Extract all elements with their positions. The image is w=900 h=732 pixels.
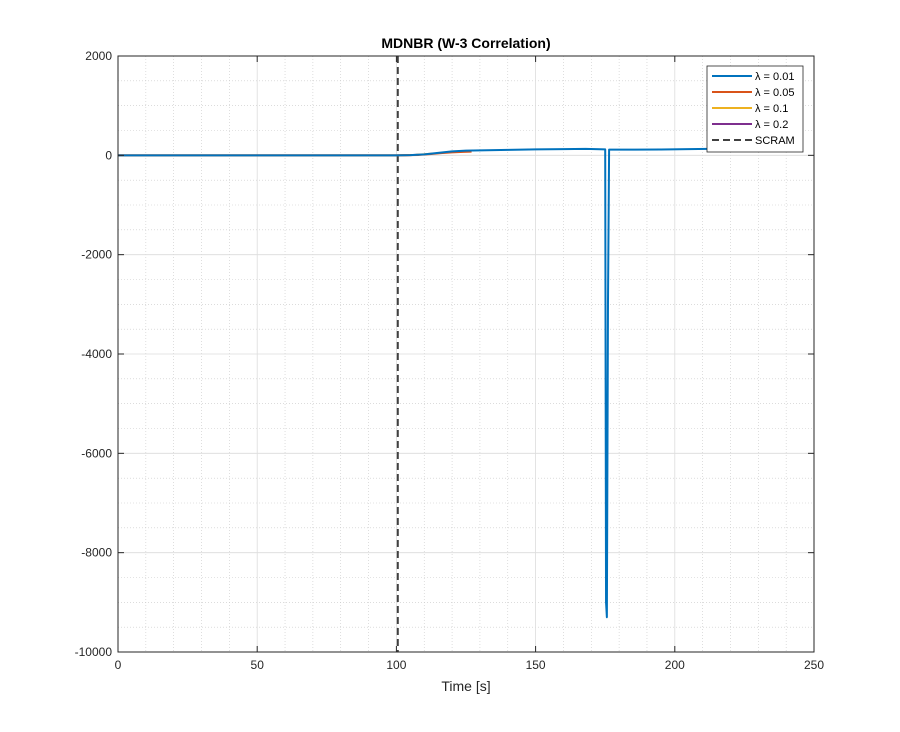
y-axis: -10000 -8000 -6000 -4000 -2000 0 2000: [75, 49, 814, 659]
x-tick-label: 50: [251, 658, 265, 672]
y-tick-label: -8000: [81, 546, 112, 560]
x-tick-label: 150: [526, 658, 546, 672]
legend-label: SCRAM: [755, 135, 795, 147]
legend-label: λ = 0.01: [755, 71, 794, 83]
x-tick-label: 200: [665, 658, 685, 672]
x-axis: 0 50 100 150 200 250: [115, 56, 824, 672]
y-tick-label: -6000: [81, 446, 112, 460]
y-tick-label: 2000: [85, 49, 112, 63]
series-line-0: [118, 147, 709, 619]
legend-label: λ = 0.2: [755, 119, 788, 131]
y-tick-label: -2000: [81, 248, 112, 262]
series-layer: [118, 56, 709, 652]
x-tick-label: 100: [386, 658, 406, 672]
x-tick-label: 250: [804, 658, 824, 672]
legend[interactable]: λ = 0.01 λ = 0.05 λ = 0.1 λ = 0.2 SCRAM: [706, 65, 804, 153]
y-tick-label: -4000: [81, 347, 112, 361]
x-tick-label: 0: [115, 658, 122, 672]
y-tick-label: -10000: [75, 645, 113, 659]
x-axis-label: Time [s]: [441, 678, 490, 694]
legend-label: λ = 0.1: [755, 103, 788, 115]
legend-label: λ = 0.05: [755, 87, 794, 99]
y-tick-label: 0: [105, 148, 112, 162]
chart-title: MDNBR (W-3 Correlation): [381, 35, 550, 51]
